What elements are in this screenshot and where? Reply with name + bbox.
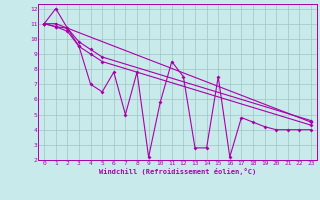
X-axis label: Windchill (Refroidissement éolien,°C): Windchill (Refroidissement éolien,°C) [99, 168, 256, 175]
